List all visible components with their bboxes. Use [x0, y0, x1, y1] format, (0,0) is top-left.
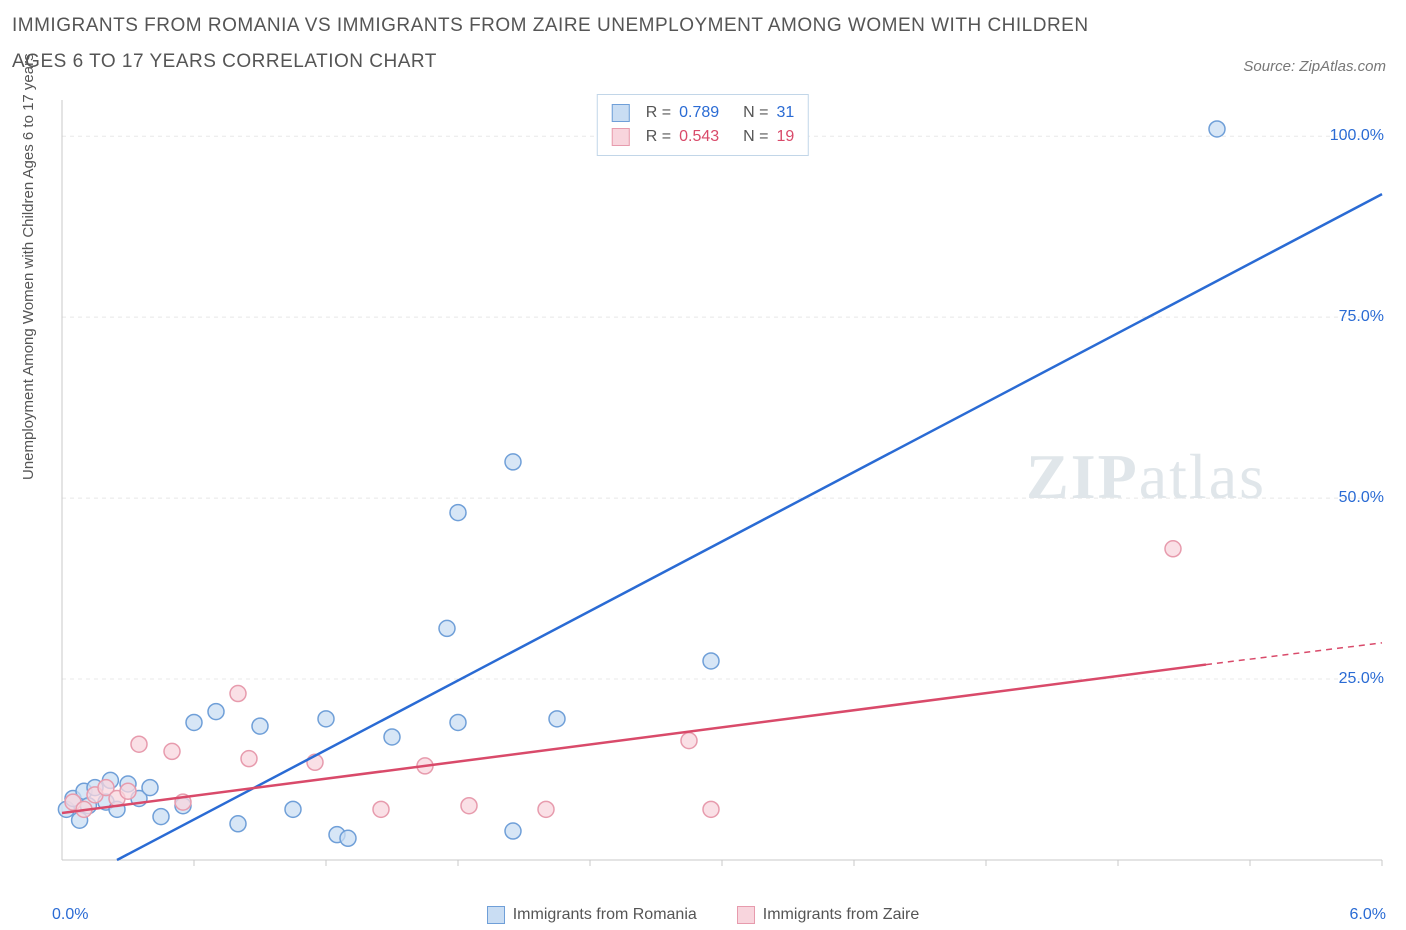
- series-legend-item-romania: Immigrants from Romania: [487, 906, 697, 924]
- scatter-chart: [52, 90, 1392, 890]
- legend-n-label: N =: [743, 101, 768, 125]
- series-swatch-icon: [487, 906, 505, 924]
- y-tick-label: 25.0%: [1339, 670, 1384, 688]
- legend-r-label: R =: [646, 101, 671, 125]
- legend-n-label: N =: [743, 125, 768, 149]
- y-tick-label: 75.0%: [1339, 308, 1384, 326]
- series-swatch-icon: [737, 906, 755, 924]
- y-tick-label: 50.0%: [1339, 489, 1384, 507]
- legend-row-zaire: R = 0.543 N = 19: [612, 125, 794, 149]
- legend-n-value: 31: [776, 101, 794, 125]
- source-label: Source:: [1243, 58, 1295, 75]
- legend-r-value: 0.789: [679, 101, 735, 125]
- source-attribution: Source: ZipAtlas.com: [1243, 58, 1386, 75]
- correlation-legend: R = 0.789 N = 31 R = 0.543 N = 19: [597, 94, 809, 156]
- chart-svg: [52, 90, 1392, 890]
- legend-swatch-icon: [612, 128, 630, 146]
- legend-swatch-icon: [612, 104, 630, 122]
- series-legend: Immigrants from Romania Immigrants from Z…: [0, 906, 1406, 924]
- y-tick-label: 100.0%: [1330, 127, 1384, 145]
- y-axis-label: Unemployment Among Women with Children A…: [20, 53, 37, 480]
- legend-n-value: 19: [776, 125, 794, 149]
- legend-r-label: R =: [646, 125, 671, 149]
- chart-title: IMMIGRANTS FROM ROMANIA VS IMMIGRANTS FR…: [12, 8, 1112, 80]
- source-name: ZipAtlas.com: [1299, 58, 1386, 75]
- legend-row-romania: R = 0.789 N = 31: [612, 101, 794, 125]
- legend-r-value: 0.543: [679, 125, 735, 149]
- series-legend-item-zaire: Immigrants from Zaire: [737, 906, 919, 924]
- series-label: Immigrants from Zaire: [763, 906, 919, 923]
- series-label: Immigrants from Romania: [513, 906, 697, 923]
